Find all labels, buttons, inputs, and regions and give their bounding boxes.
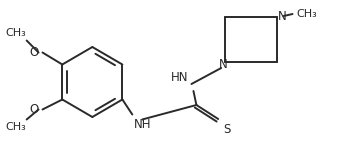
Text: CH₃: CH₃ xyxy=(5,121,26,132)
Text: S: S xyxy=(223,123,231,136)
Text: CH₃: CH₃ xyxy=(296,9,317,19)
Text: N: N xyxy=(278,10,287,23)
Text: NH: NH xyxy=(134,118,152,131)
Text: N: N xyxy=(219,59,227,72)
Text: CH₃: CH₃ xyxy=(5,29,26,38)
Text: O: O xyxy=(29,103,38,116)
Text: O: O xyxy=(29,46,38,59)
Text: HN: HN xyxy=(171,71,188,84)
